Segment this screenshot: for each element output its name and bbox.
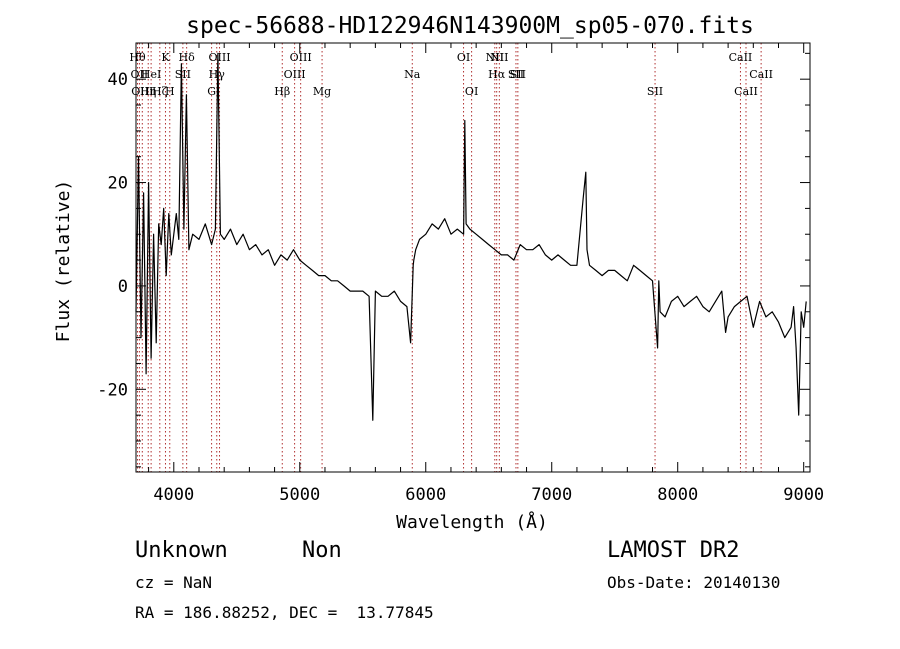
line-label-2: OIII <box>131 85 153 98</box>
y-tick-label-40: 40 <box>108 70 128 90</box>
coordinates: RA = 186.88252, DEC = 13.77845 <box>135 603 434 622</box>
line-label-10: G <box>207 85 216 98</box>
x-tick-label-8000: 8000 <box>657 485 698 505</box>
line-label-17: Na <box>404 68 421 81</box>
line-label-21: Hα <box>488 68 506 81</box>
line-label-18: OI <box>457 51 470 64</box>
x-tick-label-6000: 6000 <box>405 485 446 505</box>
line-label-22: NII <box>490 51 508 64</box>
line-label-8: SII <box>175 68 191 81</box>
line-label-3: Hη <box>140 85 156 98</box>
y-tick-label-0: 0 <box>118 277 128 297</box>
observation-date: Obs-Date: 20140130 <box>607 573 781 592</box>
spectral-line-labels: HθOIIOIIIHηHeIHζKHSIIHδGHγOIIIHβOIIIOIII… <box>129 51 773 98</box>
x-tick-label-9000: 9000 <box>783 485 824 505</box>
spectrum-line-0 <box>135 52 807 421</box>
spectrum-series <box>135 52 807 421</box>
line-label-9: Hδ <box>179 51 196 64</box>
x-tick-label-5000: 5000 <box>279 485 320 505</box>
line-label-5: Hζ <box>152 85 168 98</box>
line-label-20: NII <box>486 51 504 64</box>
spectral-line-markers <box>137 43 762 472</box>
line-label-24: SII <box>510 68 526 81</box>
line-label-4: HeI <box>141 68 161 81</box>
line-label-19: OI <box>465 85 478 98</box>
y-axis: -20 0 20 40 <box>97 52 810 468</box>
line-label-15: OIII <box>290 51 312 64</box>
x-tick-label-4000: 4000 <box>153 485 194 505</box>
line-label-11: Hγ <box>209 68 226 81</box>
line-label-12: OIII <box>208 51 230 64</box>
y-axis-label: Flux (relative) <box>53 180 74 343</box>
survey-name: LAMOST DR2 <box>607 538 740 563</box>
x-axis-label: Wavelength (Å) <box>396 511 548 533</box>
line-label-26: CaII <box>729 51 753 64</box>
line-label-14: OIII <box>284 68 306 81</box>
line-label-1: OII <box>131 68 149 81</box>
redshift-value: cz = NaN <box>135 573 213 592</box>
line-label-25: SII <box>647 85 663 98</box>
line-label-27: CaII <box>734 85 758 98</box>
line-label-0: Hθ <box>129 51 146 64</box>
x-axis: 4000 5000 6000 7000 8000 9000 <box>148 43 824 505</box>
line-label-23: SII <box>508 68 524 81</box>
line-label-7: H <box>165 85 175 98</box>
chart-title: spec-56688-HD122946N143900M_sp05-070.fit… <box>186 13 754 39</box>
line-label-28: CaII <box>749 68 773 81</box>
object-name: Unknown <box>135 538 228 563</box>
line-label-6: K <box>161 51 170 64</box>
x-tick-label-7000: 7000 <box>531 485 572 505</box>
y-tick-label--20: -20 <box>97 380 128 400</box>
line-label-13: Hβ <box>274 85 290 98</box>
y-tick-label-20: 20 <box>108 174 128 194</box>
object-class: Non <box>302 538 342 563</box>
plot-frame <box>135 42 811 473</box>
line-label-16: Mg <box>313 85 331 98</box>
